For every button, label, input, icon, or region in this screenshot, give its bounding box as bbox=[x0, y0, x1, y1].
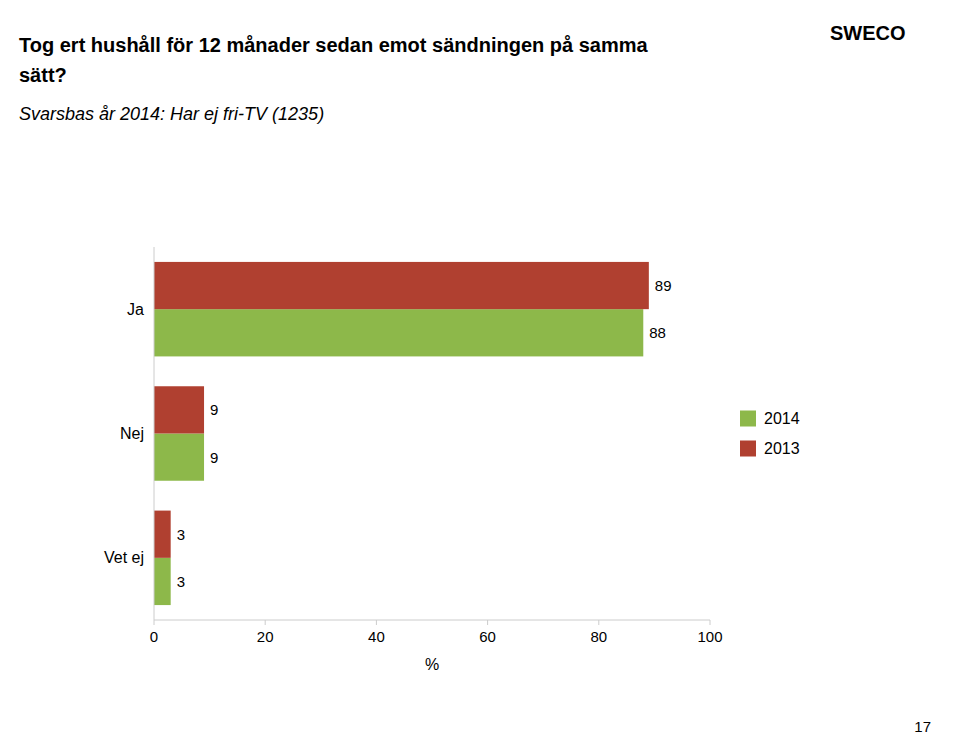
subtitle: Svarsbas år 2014: Har ej fri-TV (1235) bbox=[19, 104, 324, 124]
category-label: Nej bbox=[120, 425, 144, 442]
y-axis-line bbox=[154, 247, 155, 620]
data-label: 3 bbox=[177, 526, 185, 543]
legend: 2014 2013 bbox=[740, 410, 800, 457]
x-tick-label: 100 bbox=[697, 628, 722, 645]
legend-label: 2014 bbox=[764, 410, 800, 427]
x-tick-label: 0 bbox=[150, 628, 158, 645]
x-tick-label: 60 bbox=[479, 628, 496, 645]
data-label: 9 bbox=[210, 449, 218, 466]
category-label: Vet ej bbox=[104, 549, 144, 566]
legend-swatch bbox=[740, 411, 756, 427]
bar bbox=[154, 511, 171, 558]
legend-swatch bbox=[740, 441, 756, 457]
page-number: 17 bbox=[914, 718, 931, 735]
x-tick-label: 80 bbox=[590, 628, 607, 645]
bars bbox=[154, 262, 649, 605]
data-label: 9 bbox=[210, 401, 218, 418]
x-tick bbox=[487, 620, 488, 625]
category-label: Ja bbox=[127, 301, 144, 318]
legend-label: 2013 bbox=[764, 440, 800, 457]
x-tick bbox=[376, 620, 377, 625]
x-axis-line bbox=[154, 620, 710, 621]
bar bbox=[154, 262, 649, 309]
data-label: 88 bbox=[649, 324, 666, 341]
logo: SWECO bbox=[830, 22, 906, 44]
data-label: 3 bbox=[177, 573, 185, 590]
x-tick bbox=[154, 620, 155, 625]
chart: Tog ert hushåll för 12 månader sedan emo… bbox=[0, 0, 960, 747]
x-tick bbox=[265, 620, 266, 625]
bar bbox=[154, 434, 204, 481]
x-tick-label: 40 bbox=[368, 628, 385, 645]
x-tick bbox=[710, 620, 711, 625]
data-label: 89 bbox=[655, 277, 672, 294]
title: Tog ert hushåll för 12 månader sedan emo… bbox=[19, 34, 649, 86]
background bbox=[0, 0, 960, 747]
x-tick bbox=[598, 620, 599, 625]
x-tick-label: 20 bbox=[257, 628, 274, 645]
bar bbox=[154, 558, 171, 605]
bar bbox=[154, 386, 204, 433]
x-axis-label: % bbox=[425, 656, 439, 673]
bar bbox=[154, 309, 643, 356]
